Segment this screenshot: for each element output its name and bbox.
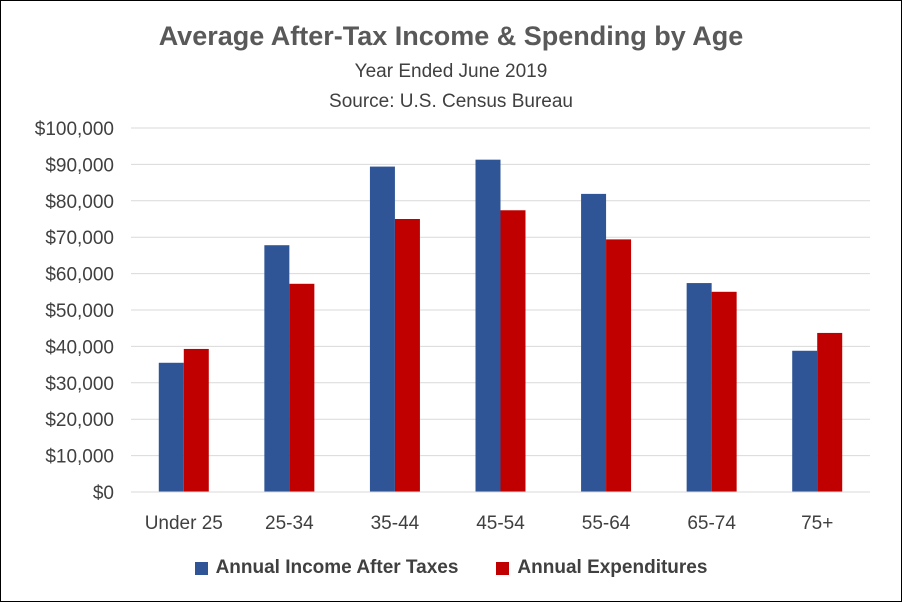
y-tick-label: $10,000 (45, 447, 114, 468)
chart-title: Average After-Tax Income & Spending by A… (158, 21, 744, 51)
x-tick-label: 35-44 (371, 513, 420, 534)
bar-income (475, 159, 501, 492)
x-tick-label: 65-74 (687, 513, 736, 534)
legend-item-expenditures: Annual Expenditures (496, 557, 707, 579)
bar-expenditures (500, 210, 526, 492)
y-tick-label: $0 (93, 483, 114, 504)
bar-income (792, 350, 818, 492)
bar-income (581, 193, 607, 492)
y-tick-label: $50,000 (45, 301, 114, 322)
x-tick-label: 25-34 (265, 513, 314, 534)
bar-expenditures (606, 239, 632, 492)
chart-subtitle: Year Ended June 2019 (354, 61, 548, 82)
legend: Annual Income After Taxes Annual Expendi… (1, 557, 901, 579)
bar-income (264, 245, 290, 492)
y-tick-label: $100,000 (35, 119, 114, 140)
legend-label-expenditures: Annual Expenditures (517, 557, 708, 578)
bar-expenditures (711, 291, 737, 492)
bar-expenditures (817, 332, 843, 492)
y-tick-label: $80,000 (45, 192, 114, 213)
y-tick-label: $40,000 (45, 337, 114, 358)
bar-expenditures (394, 219, 420, 492)
y-tick-label: $90,000 (45, 155, 114, 176)
chart-source: Source: U.S. Census Bureau (329, 91, 573, 112)
bar-expenditures (183, 348, 209, 492)
bar-expenditures (289, 283, 315, 492)
legend-swatch-expenditures (496, 561, 510, 575)
bar-income (369, 166, 395, 493)
y-tick-label: $20,000 (45, 410, 114, 431)
bar-income (158, 362, 184, 492)
legend-label-income: Annual Income After Taxes (215, 557, 459, 578)
y-tick-label: $60,000 (45, 265, 114, 286)
bar-income (686, 283, 712, 492)
y-tick-label: $30,000 (45, 374, 114, 395)
y-tick-label: $70,000 (45, 228, 114, 249)
legend-item-income: Annual Income After Taxes (194, 557, 459, 579)
x-tick-label: 45-54 (476, 513, 525, 534)
x-tick-label: 75+ (801, 513, 833, 534)
x-tick-label: Under 25 (145, 513, 223, 534)
legend-swatch-income (194, 561, 208, 575)
x-tick-label: 55-64 (582, 513, 631, 534)
